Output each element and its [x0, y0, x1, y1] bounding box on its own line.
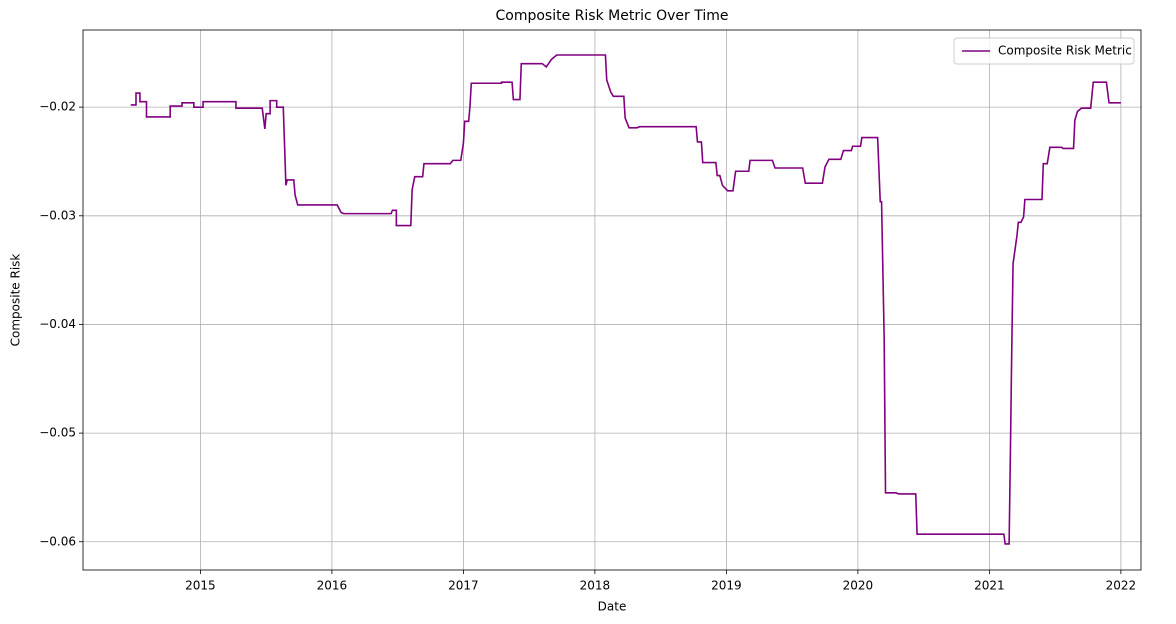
legend: Composite Risk Metric [953, 37, 1135, 65]
x-tick-label: 2022 [1106, 579, 1137, 593]
y-tick-label: −0.05 [39, 426, 76, 440]
y-tick-label: −0.03 [39, 208, 76, 222]
axes-frame [82, 29, 1142, 571]
data-line [130, 54, 1121, 545]
y-tick-label: −0.04 [39, 317, 76, 331]
y-axis-label: Composite Risk [9, 254, 23, 347]
legend-label: Composite Risk Metric [998, 44, 1132, 58]
y-tick-label: −0.02 [39, 100, 76, 114]
x-axis-label: Date [598, 600, 627, 614]
x-tick-label: 2021 [974, 579, 1005, 593]
legend-box [953, 37, 1135, 65]
x-tick-label: 2018 [580, 579, 611, 593]
x-tick-label: 2019 [711, 579, 742, 593]
x-tick-label: 2016 [317, 579, 348, 593]
plot [130, 54, 1121, 545]
grid: 2015 2016 2017 2018 2019 2020 2021 2022 −0.06 −0.… [39, 30, 1141, 593]
y-tick-label: −0.06 [39, 534, 76, 548]
x-tick-label: 2015 [185, 579, 216, 593]
chart-title: Composite Risk Metric Over Time [496, 8, 729, 24]
x-tick-label: 2017 [448, 579, 479, 593]
x-tick-label: 2020 [843, 579, 874, 593]
